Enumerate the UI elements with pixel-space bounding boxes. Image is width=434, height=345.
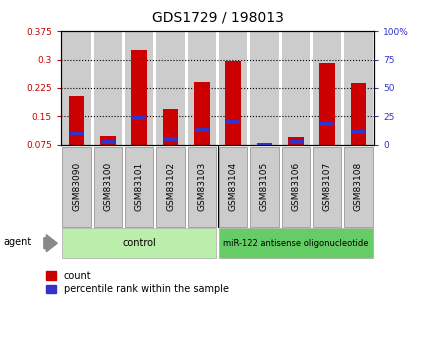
Bar	[350, 83, 365, 145]
FancyBboxPatch shape	[344, 147, 372, 227]
Bar	[156, 31, 184, 145]
FancyBboxPatch shape	[125, 147, 153, 227]
Text: GSM83108: GSM83108	[353, 162, 362, 211]
FancyBboxPatch shape	[219, 147, 247, 227]
Bar	[163, 137, 177, 141]
Bar	[194, 128, 208, 132]
Bar	[101, 140, 115, 144]
Text: GSM83104: GSM83104	[228, 162, 237, 211]
Bar	[226, 120, 240, 124]
Legend: count, percentile rank within the sample: count, percentile rank within the sample	[46, 270, 228, 294]
Bar	[94, 31, 122, 145]
FancyBboxPatch shape	[94, 147, 122, 227]
FancyBboxPatch shape	[219, 228, 372, 258]
FancyBboxPatch shape	[62, 228, 215, 258]
Text: GSM83107: GSM83107	[322, 162, 331, 211]
Bar	[225, 61, 240, 145]
FancyBboxPatch shape	[62, 147, 90, 227]
Text: miR-122 antisense oligonucleotide: miR-122 antisense oligonucleotide	[223, 239, 368, 248]
Bar	[132, 117, 146, 120]
Bar	[131, 50, 147, 145]
Bar	[250, 31, 278, 145]
FancyBboxPatch shape	[187, 147, 215, 227]
Bar	[187, 31, 215, 145]
FancyBboxPatch shape	[250, 147, 278, 227]
Bar	[287, 137, 303, 145]
Bar	[100, 136, 115, 145]
Bar	[344, 31, 372, 145]
Bar	[62, 31, 90, 145]
Bar	[351, 130, 365, 134]
FancyArrow shape	[44, 235, 57, 252]
Bar	[125, 31, 153, 145]
Bar	[319, 122, 333, 126]
Bar	[69, 96, 84, 145]
Bar	[312, 31, 340, 145]
Bar	[257, 143, 271, 147]
FancyBboxPatch shape	[156, 147, 184, 227]
Text: agent: agent	[3, 237, 31, 247]
Bar	[256, 144, 272, 145]
Text: GSM83100: GSM83100	[103, 162, 112, 211]
Bar	[69, 132, 83, 136]
Bar	[219, 31, 247, 145]
FancyBboxPatch shape	[312, 147, 340, 227]
FancyBboxPatch shape	[281, 147, 309, 227]
Text: GSM83090: GSM83090	[72, 162, 81, 211]
Text: GSM83103: GSM83103	[197, 162, 206, 211]
Bar	[194, 82, 209, 145]
Text: GSM83101: GSM83101	[135, 162, 143, 211]
Text: GSM83105: GSM83105	[260, 162, 268, 211]
Text: control: control	[122, 238, 156, 248]
Bar	[288, 140, 302, 144]
Text: GSM83102: GSM83102	[166, 162, 174, 211]
Bar	[281, 31, 309, 145]
Text: GSM83106: GSM83106	[291, 162, 299, 211]
Bar	[319, 62, 334, 145]
Text: GDS1729 / 198013: GDS1729 / 198013	[151, 10, 283, 24]
Bar	[162, 109, 178, 145]
